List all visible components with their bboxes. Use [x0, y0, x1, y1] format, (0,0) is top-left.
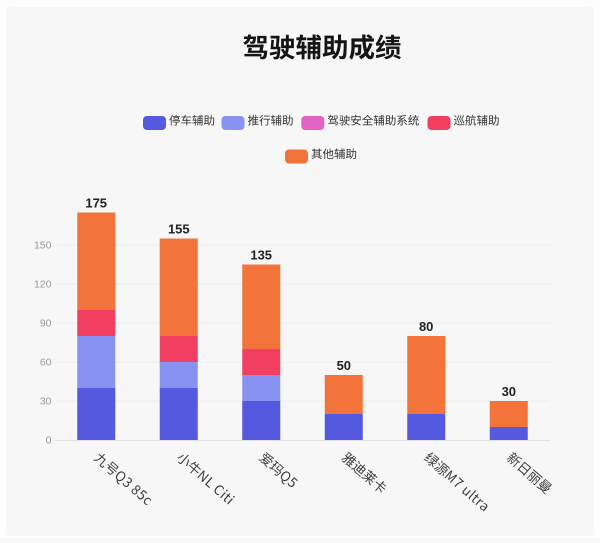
svg-text:30: 30 [40, 396, 52, 408]
svg-text:135: 135 [250, 248, 272, 263]
svg-text:80: 80 [419, 319, 433, 334]
svg-text:90: 90 [40, 318, 52, 330]
svg-text:175: 175 [85, 196, 107, 211]
svg-text:50: 50 [337, 358, 351, 373]
svg-text:155: 155 [168, 222, 190, 237]
svg-text:60: 60 [40, 357, 52, 369]
svg-text:150: 150 [34, 240, 52, 252]
svg-text:30: 30 [502, 384, 516, 399]
svg-text:0: 0 [46, 435, 52, 447]
svg-text:120: 120 [34, 279, 52, 291]
